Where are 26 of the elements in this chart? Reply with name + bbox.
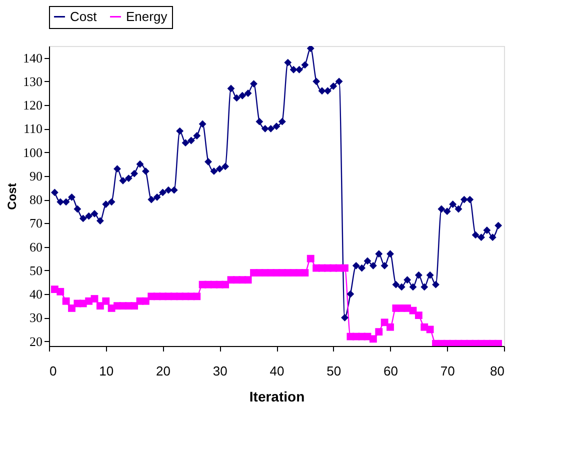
x-tick-label: 30 [212, 364, 228, 378]
y-tick-label: 90 [30, 168, 42, 184]
x-tick-label: 50 [326, 364, 342, 378]
y-tick-label: 60 [30, 239, 42, 254]
y-tick-label: 20 [30, 334, 42, 349]
x-tick-label: 70 [440, 364, 455, 378]
y-tick-label: 110 [23, 121, 42, 136]
y-axis-title: Cost [5, 183, 19, 210]
y-tick-label: 140 [23, 50, 42, 66]
y-tick-label: 100 [23, 144, 42, 160]
x-tick-label: 40 [270, 364, 284, 378]
x-tick-label: 60 [384, 364, 398, 378]
y-tick-label: 40 [30, 286, 42, 302]
x-tick-label: 80 [490, 364, 504, 378]
x-axis-title: Iteration [249, 388, 305, 404]
y-tick-label: 50 [30, 262, 42, 278]
legend-label: Energy [126, 8, 168, 24]
y-tick-label: 80 [30, 192, 42, 208]
y-tick-label: 30 [30, 310, 42, 326]
x-tick-label: 0 [50, 364, 57, 378]
x-tick-label: 20 [156, 364, 170, 378]
legend-label: Cost [70, 8, 98, 24]
y-tick-label: 120 [23, 98, 42, 113]
y-tick-label: 70 [30, 216, 42, 231]
y-tick-label: 130 [23, 74, 42, 89]
x-tick-label: 10 [99, 364, 114, 378]
